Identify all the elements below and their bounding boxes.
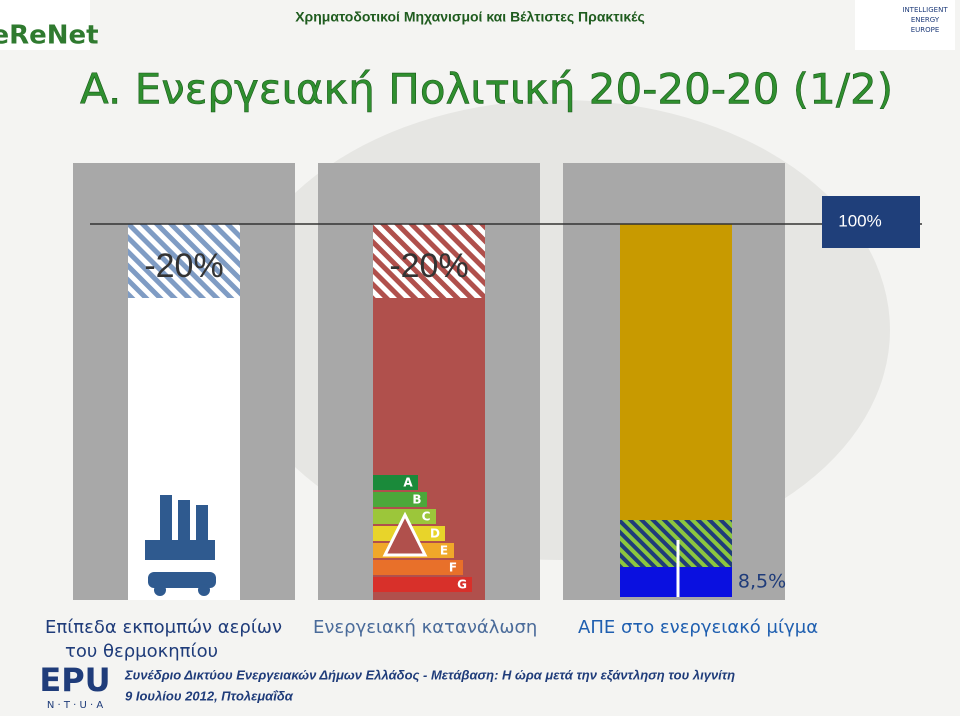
- energy-class: C: [422, 510, 431, 524]
- house-icon: [382, 511, 428, 557]
- caption: ΑΠΕ στο ενεργειακό μίγμα: [578, 617, 818, 638]
- caption: του θερμοκηπίου: [65, 641, 218, 662]
- current-share: [620, 567, 732, 597]
- energy-class: B: [412, 493, 421, 507]
- renewables-bar: [620, 224, 732, 520]
- caption: Ενεργειακή κατανάλωση: [313, 617, 537, 638]
- logo-box: [855, 0, 955, 50]
- logo-right: ENERGY: [911, 16, 940, 24]
- reference-label: 100%: [838, 211, 881, 230]
- reduction-hatch: [373, 224, 485, 298]
- increase-hatch: [620, 520, 732, 567]
- reduction-hatch: [128, 224, 240, 298]
- panel-label: 8,5%: [738, 571, 786, 593]
- factory-icon: [145, 495, 216, 596]
- energy-class: A: [403, 476, 413, 490]
- energy-class: E: [440, 544, 448, 558]
- caption: Επίπεδα εκπομπών αερίων: [45, 617, 282, 638]
- panel-label: -20%: [389, 247, 468, 285]
- logo-left: eReNet: [0, 21, 99, 51]
- slide-title: A. Ενεργειακή Πολιτική 20-20-20 (1/2): [80, 65, 893, 114]
- energy-class: D: [430, 527, 440, 541]
- logo-right: INTELLIGENT: [902, 6, 948, 14]
- logo-box: [0, 0, 90, 50]
- panel-label: +20%: [632, 472, 720, 510]
- footer-logo-sub: N · T · U · A: [47, 700, 104, 711]
- footer-line: Συνέδριο Δικτύου Ενεργειακών Δήμων Ελλάδ…: [124, 667, 735, 682]
- header-subtitle: Χρηματοδοτικοί Μηχανισμοί και Βέλτιστες …: [295, 9, 645, 25]
- footer-logo: EPU: [39, 661, 110, 699]
- footer-line: 9 Ιουλίου 2012, Πτολεμαΐδα: [125, 688, 294, 703]
- energy-class-bar: [373, 475, 418, 490]
- logo-right: EUROPE: [911, 26, 940, 34]
- panel-label: -20%: [144, 247, 223, 285]
- energy-class: F: [449, 561, 457, 575]
- energy-class-bar: [373, 577, 472, 592]
- reference-box: [822, 196, 920, 248]
- energy-class-bar: [373, 560, 463, 575]
- energy-class-bar: [373, 492, 427, 507]
- energy-class: G: [457, 578, 467, 592]
